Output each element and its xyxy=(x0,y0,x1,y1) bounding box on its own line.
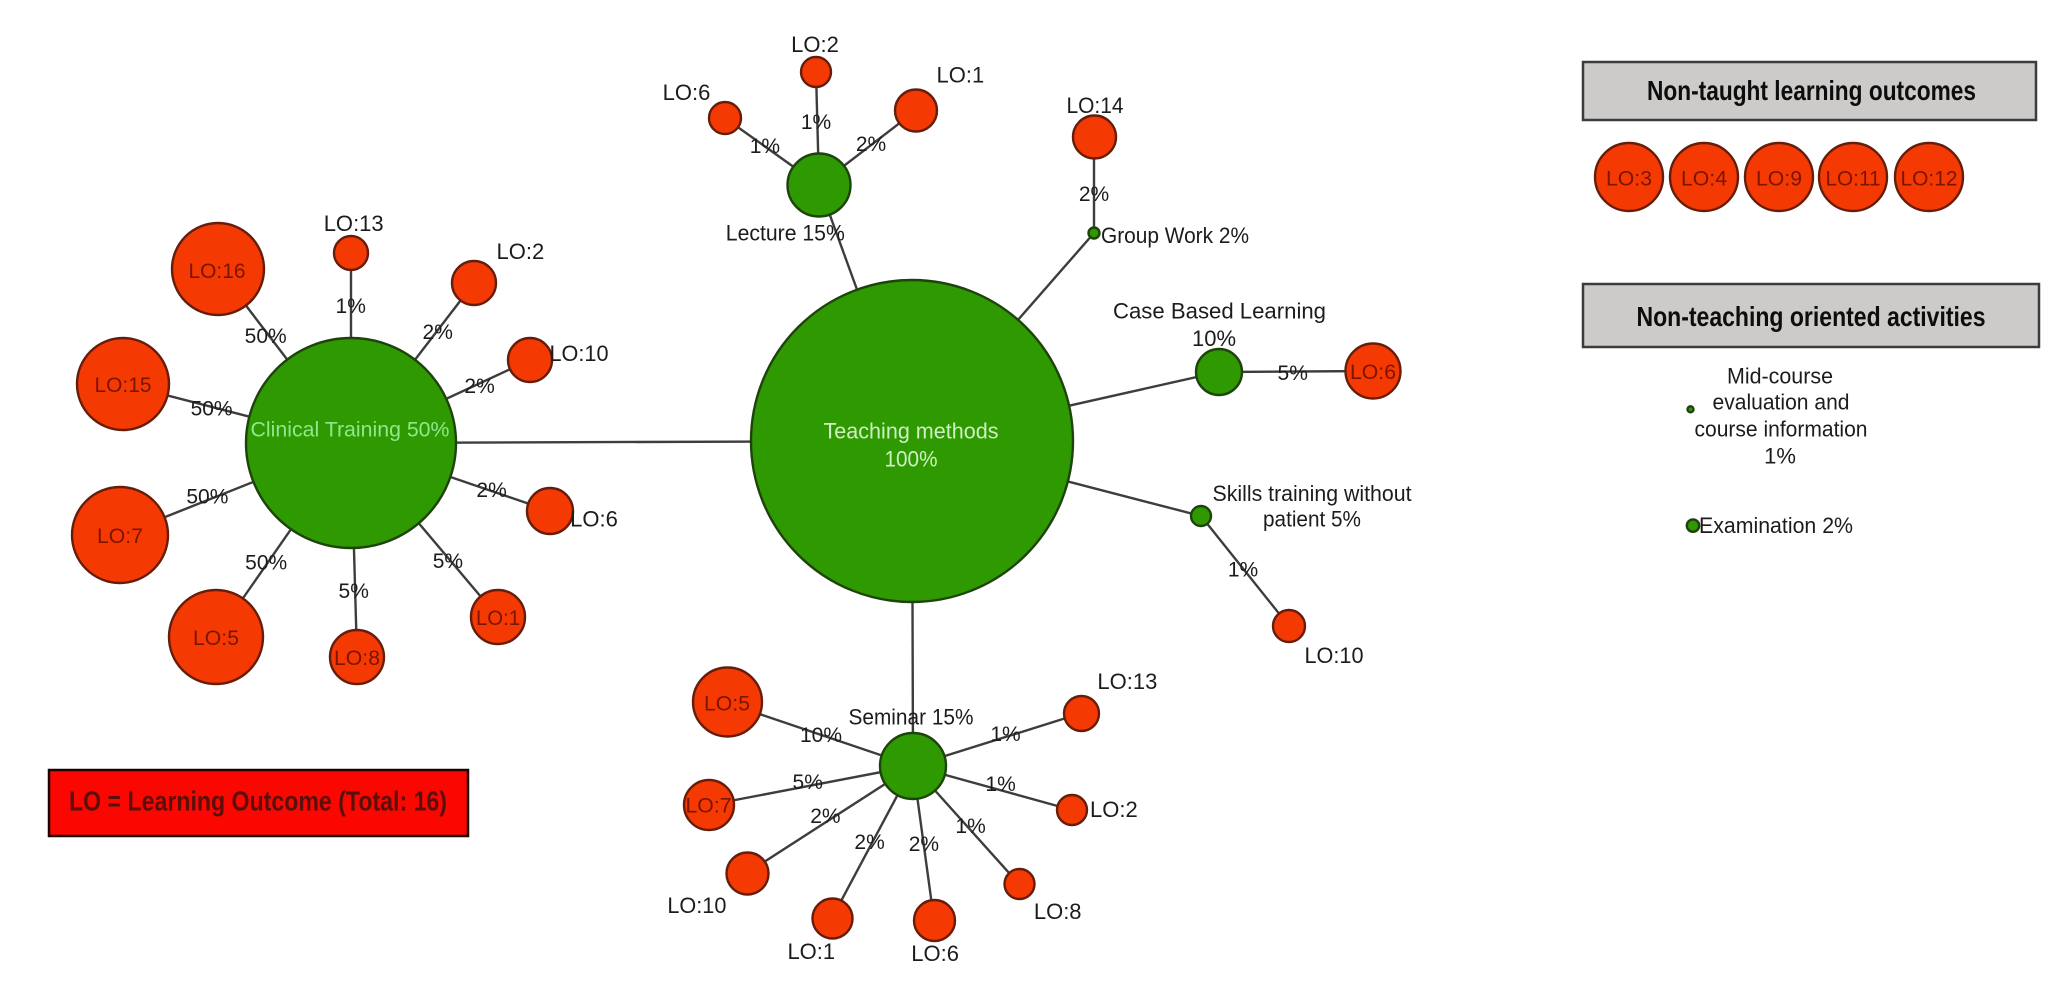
svg-text:LO:5: LO:5 xyxy=(193,627,239,650)
svg-text:5%: 5% xyxy=(1278,362,1308,385)
svg-text:50%: 50% xyxy=(186,486,228,509)
svg-text:LO = Learning Outcome (Total:: LO = Learning Outcome (Total: 16) xyxy=(69,786,447,817)
svg-text:50%: 50% xyxy=(191,398,233,421)
svg-text:LO:3: LO:3 xyxy=(1606,168,1652,191)
svg-text:Clinical Training 50%: Clinical Training 50% xyxy=(251,419,450,442)
svg-text:Non-teaching oriented activiti: Non-teaching oriented activities xyxy=(1637,301,1986,332)
svg-text:LO:10: LO:10 xyxy=(667,893,726,918)
svg-text:2%: 2% xyxy=(1079,183,1109,206)
svg-text:LO:4: LO:4 xyxy=(1681,168,1727,191)
svg-text:2%: 2% xyxy=(909,833,939,856)
svg-text:1%: 1% xyxy=(955,815,985,838)
svg-text:LO:6: LO:6 xyxy=(663,80,711,105)
svg-text:LO:6: LO:6 xyxy=(570,507,618,532)
svg-text:Examination 2%: Examination 2% xyxy=(1699,513,1853,538)
svg-text:1%: 1% xyxy=(801,111,831,134)
svg-text:Group Work 2%: Group Work 2% xyxy=(1101,223,1249,248)
svg-text:1%: 1% xyxy=(1228,559,1258,582)
svg-text:LO:1: LO:1 xyxy=(937,63,985,88)
svg-text:LO:1: LO:1 xyxy=(476,607,520,630)
svg-text:LO:14: LO:14 xyxy=(1067,93,1124,118)
svg-text:Lecture 15%: Lecture 15% xyxy=(726,221,845,246)
svg-text:evaluation and: evaluation and xyxy=(1713,390,1850,415)
svg-text:Non-taught learning outcomes: Non-taught learning outcomes xyxy=(1647,75,1976,106)
svg-text:2%: 2% xyxy=(854,831,884,854)
svg-text:LO:2: LO:2 xyxy=(791,32,839,57)
svg-text:2%: 2% xyxy=(423,321,453,344)
svg-text:LO:13: LO:13 xyxy=(324,211,384,236)
svg-text:LO:11: LO:11 xyxy=(1826,168,1881,191)
svg-text:LO:13: LO:13 xyxy=(1097,669,1157,694)
svg-text:100%: 100% xyxy=(885,446,938,471)
svg-text:LO:12: LO:12 xyxy=(1901,168,1958,191)
svg-text:Teaching methods: Teaching methods xyxy=(824,419,999,444)
svg-text:Case Based Learning: Case Based Learning xyxy=(1113,299,1326,324)
svg-text:Skills training without: Skills training without xyxy=(1213,481,1412,506)
svg-text:10%: 10% xyxy=(1192,326,1236,351)
svg-text:2%: 2% xyxy=(476,479,506,502)
svg-text:LO:10: LO:10 xyxy=(550,341,609,366)
svg-text:Mid-course: Mid-course xyxy=(1727,364,1833,389)
svg-text:LO:8: LO:8 xyxy=(1034,899,1082,924)
svg-text:5%: 5% xyxy=(433,550,463,573)
svg-text:50%: 50% xyxy=(245,552,287,575)
svg-text:LO:9: LO:9 xyxy=(1756,168,1802,191)
svg-text:1%: 1% xyxy=(985,773,1015,796)
svg-text:LO:15: LO:15 xyxy=(95,374,152,397)
svg-text:LO:2: LO:2 xyxy=(497,239,545,264)
svg-text:1%: 1% xyxy=(750,135,780,158)
svg-text:LO:2: LO:2 xyxy=(1090,797,1138,822)
svg-text:1%: 1% xyxy=(336,295,366,318)
svg-text:LO:16: LO:16 xyxy=(189,260,246,283)
svg-text:LO:7: LO:7 xyxy=(97,525,143,548)
svg-text:10%: 10% xyxy=(800,724,842,747)
svg-text:1%: 1% xyxy=(1764,443,1796,468)
svg-text:2%: 2% xyxy=(856,133,886,156)
svg-text:5%: 5% xyxy=(793,771,823,794)
svg-text:1%: 1% xyxy=(990,723,1020,746)
svg-text:50%: 50% xyxy=(245,325,287,348)
svg-text:LO:6: LO:6 xyxy=(911,941,959,966)
svg-text:LO:8: LO:8 xyxy=(334,647,380,670)
svg-text:5%: 5% xyxy=(339,580,369,603)
svg-text:LO:1: LO:1 xyxy=(787,939,835,964)
svg-text:course information: course information xyxy=(1695,417,1868,442)
svg-text:patient 5%: patient 5% xyxy=(1263,506,1361,531)
svg-text:LO:6: LO:6 xyxy=(1350,361,1396,384)
svg-text:LO:5: LO:5 xyxy=(704,693,750,716)
svg-text:Seminar 15%: Seminar 15% xyxy=(849,705,974,730)
svg-text:2%: 2% xyxy=(464,375,494,398)
svg-text:2%: 2% xyxy=(810,805,840,828)
svg-text:LO:7: LO:7 xyxy=(686,795,732,818)
svg-text:LO:10: LO:10 xyxy=(1305,643,1364,668)
